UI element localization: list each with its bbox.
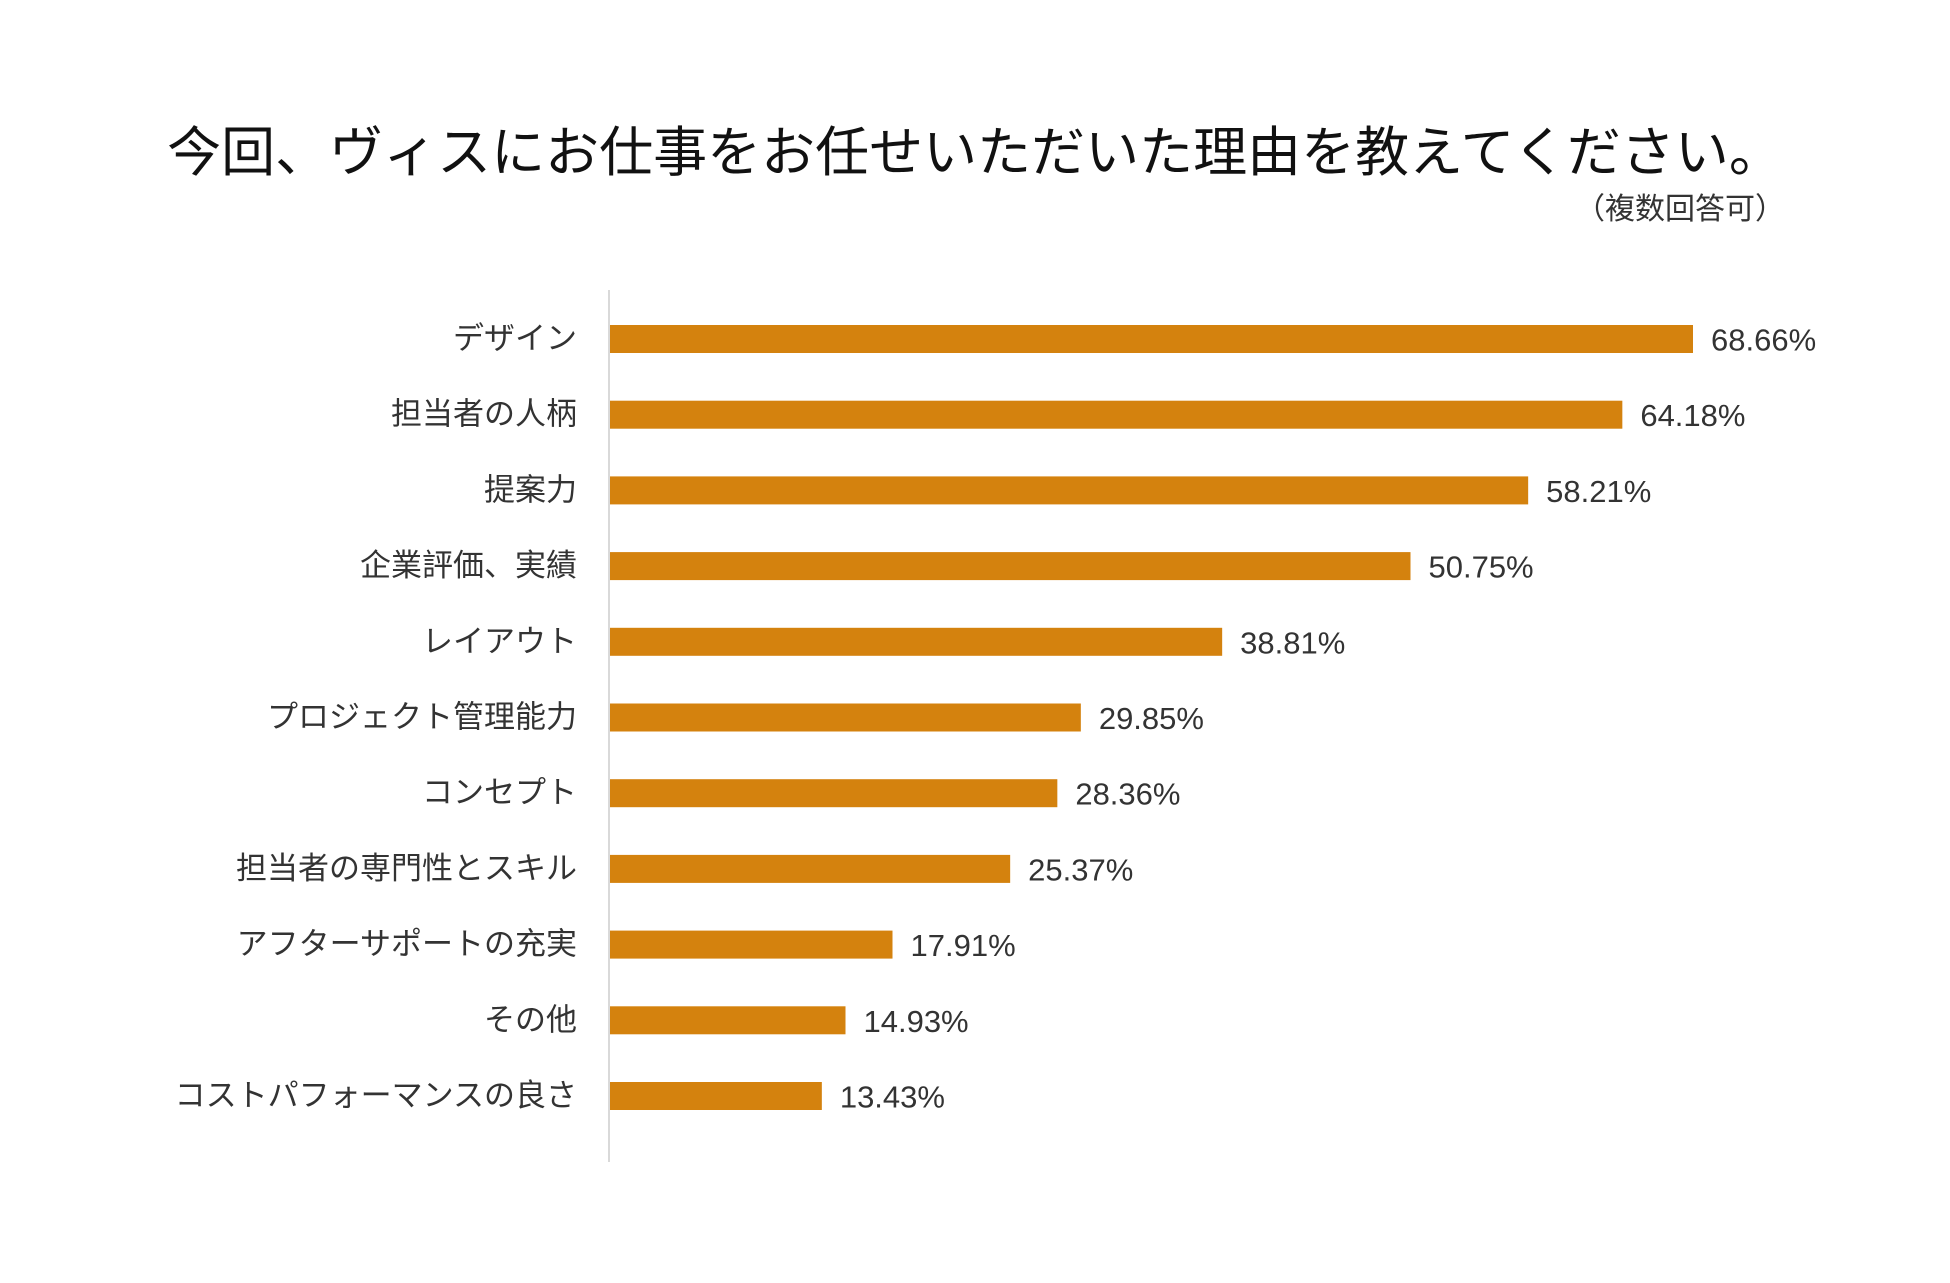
value-label: 25.37% bbox=[1028, 852, 1133, 887]
category-label: レイアウト bbox=[422, 624, 577, 660]
category-label: アフターサポートの充実 bbox=[237, 927, 577, 963]
category-label: コストパフォーマンスの良さ bbox=[175, 1078, 577, 1114]
category-label: 担当者の専門性とスキル bbox=[236, 851, 577, 887]
bar bbox=[610, 703, 1081, 732]
value-label: 17.91% bbox=[911, 928, 1016, 963]
value-label: 68.66% bbox=[1711, 323, 1816, 358]
bar bbox=[610, 400, 1623, 429]
category-label: 担当者の人柄 bbox=[391, 397, 577, 433]
value-label: 14.93% bbox=[863, 1004, 968, 1039]
bar bbox=[610, 930, 893, 959]
chart-subtitle: （複数回答可） bbox=[1575, 192, 1785, 227]
category-label: コンセプト bbox=[422, 775, 577, 811]
category-label: 企業評価、実績 bbox=[360, 548, 577, 584]
value-label: 38.81% bbox=[1240, 625, 1345, 660]
chart-title: 今回、ヴィスにお仕事をお任せいただいた理由を教えてください。 bbox=[167, 121, 1783, 184]
bar bbox=[610, 627, 1223, 656]
category-label: 提案力 bbox=[484, 472, 577, 508]
category-label: デザイン bbox=[453, 321, 577, 357]
bar bbox=[610, 476, 1529, 505]
value-label: 28.36% bbox=[1075, 777, 1180, 812]
bar bbox=[610, 854, 1011, 883]
value-label: 64.18% bbox=[1640, 398, 1745, 433]
bar bbox=[610, 1006, 846, 1035]
bar bbox=[610, 552, 1411, 581]
value-label: 50.75% bbox=[1428, 550, 1533, 585]
bar bbox=[610, 325, 1693, 353]
value-label: 29.85% bbox=[1099, 701, 1204, 736]
bar bbox=[610, 1082, 822, 1110]
bar bbox=[610, 779, 1058, 808]
category-label: プロジェクト管理能力 bbox=[267, 700, 577, 736]
bars-group: デザイン 68.66% 担当者の人柄 64.18% 提案力 58.21% 企業評価、実績 50… bbox=[175, 321, 1817, 1115]
value-label: 13.43% bbox=[840, 1080, 945, 1115]
value-label: 58.21% bbox=[1546, 474, 1651, 509]
category-label: その他 bbox=[484, 1002, 577, 1038]
